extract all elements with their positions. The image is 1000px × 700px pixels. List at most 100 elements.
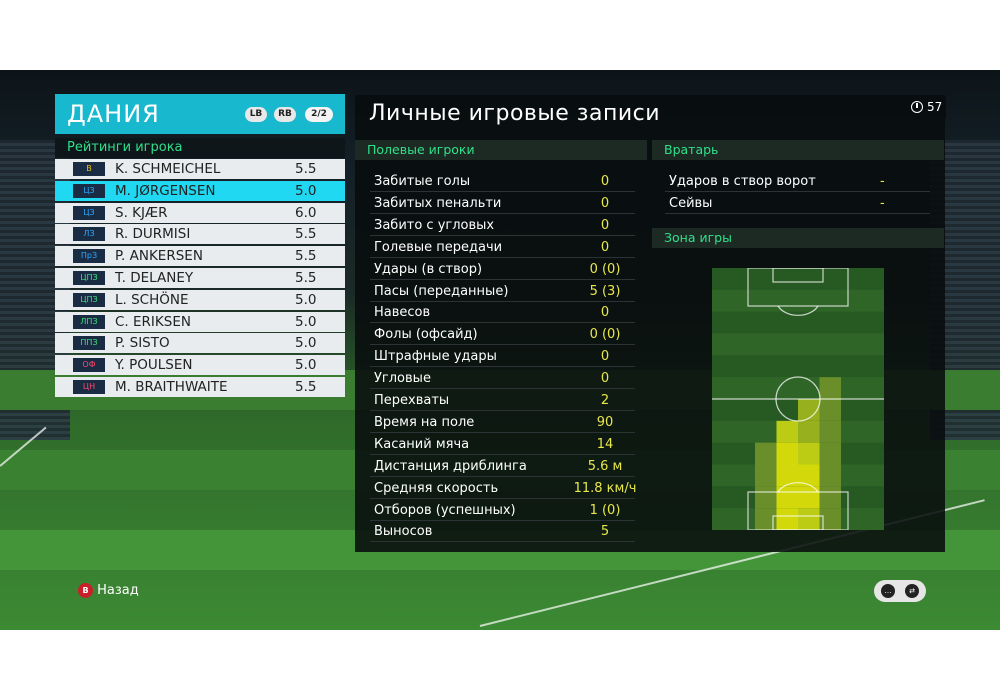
- player-rating: 5.5: [295, 269, 317, 286]
- heatmap-cell: [819, 464, 841, 487]
- position-badge: ППЗ: [73, 336, 105, 351]
- player-row[interactable]: В K. SCHMEICHEL 5.5: [55, 159, 345, 179]
- field-stripe: [712, 268, 884, 290]
- player-row[interactable]: ЦЗ M. JØRGENSEN 5.0: [55, 180, 345, 201]
- player-name: M. JØRGENSEN: [115, 182, 216, 199]
- top-penalty-box: [747, 268, 849, 307]
- stat-value: 0 (0): [589, 261, 621, 277]
- heatmap-cell: [755, 508, 777, 530]
- stat-label: Касаний мяча: [374, 436, 470, 452]
- stat-label: Забитые голы: [374, 174, 471, 189]
- stat-value: 0: [600, 371, 610, 387]
- stat-value: 5 (3): [589, 283, 621, 299]
- b-button-icon: B: [78, 583, 93, 598]
- stat-value: 1 (0): [589, 502, 621, 518]
- stat-row: Голевые передачи 0: [370, 237, 635, 258]
- field-players-header: Полевые игроки: [355, 140, 647, 160]
- player-row[interactable]: ЦПЗ L. SCHÖNE 5.0: [55, 289, 345, 310]
- page-indicator: 2/2: [305, 107, 333, 122]
- heatmap-cell: [798, 464, 820, 487]
- player-name: M. BRAITHWAITE: [115, 378, 228, 395]
- heatmap-cell: [798, 508, 820, 530]
- player-row[interactable]: ОФ Y. POULSEN 5.0: [55, 355, 345, 376]
- heatmap-cell: [819, 508, 841, 530]
- stat-value: 5: [600, 524, 610, 540]
- stat-value: 0: [600, 239, 610, 255]
- gk-stat-label: Сейвы: [669, 196, 713, 211]
- back-label: Назад: [97, 583, 139, 598]
- page-title: Личные игровые записи: [369, 101, 661, 126]
- heatmap-cell: [776, 420, 798, 443]
- field-stripe: [712, 377, 884, 399]
- bottom-goal-box: [772, 515, 824, 530]
- chat-icon[interactable]: …: [881, 584, 895, 598]
- heatmap-cell: [819, 442, 841, 465]
- heatmap-cell: [755, 464, 777, 487]
- share-icon[interactable]: ⇄: [905, 584, 919, 598]
- player-row[interactable]: ЦПЗ T. DELANEY 5.5: [55, 267, 345, 288]
- position-badge: ЦПЗ: [73, 270, 105, 285]
- player-row[interactable]: ПрЗ P. ANKERSEN 5.5: [55, 246, 345, 267]
- stat-value: 90: [596, 414, 614, 430]
- player-name: Y. POULSEN: [115, 357, 193, 374]
- player-name: P. ANKERSEN: [115, 248, 203, 265]
- play-zone-header: Зона игры: [652, 228, 944, 248]
- player-row[interactable]: ЦЗ S. KJÆR 6.0: [55, 202, 345, 223]
- player-name: P. SISTO: [115, 335, 170, 352]
- heatmap-cell: [798, 442, 820, 465]
- stat-label: Фолы (офсайд): [374, 327, 478, 343]
- heatmap-cell: [798, 399, 820, 421]
- player-rating: 5.0: [295, 182, 317, 199]
- heatmap-cell: [755, 486, 777, 509]
- lb-button[interactable]: LB: [245, 107, 267, 122]
- position-badge: ПрЗ: [73, 249, 105, 264]
- stat-label: Средняя скорость: [374, 480, 499, 496]
- player-row[interactable]: ЛЗ R. DURMISI 5.5: [55, 224, 345, 245]
- stat-label: Дистанция дриблинга: [374, 458, 527, 474]
- heatmap-cell: [819, 486, 841, 509]
- player-rating: 5.0: [295, 313, 317, 330]
- stat-row: Пасы (переданные) 5 (3): [370, 281, 635, 302]
- field-stripe: [712, 289, 884, 312]
- stat-row: Дистанция дриблинга 5.6 м: [370, 456, 635, 477]
- stat-row: Удары (в створ) 0 (0): [370, 259, 635, 280]
- stat-row: Забито с угловых 0: [370, 215, 635, 236]
- player-rating: 5.5: [295, 378, 317, 395]
- stat-value: 0: [600, 305, 610, 321]
- stat-row: Перехваты 2: [370, 390, 635, 411]
- player-row[interactable]: ЛПЗ C. ERIKSEN 5.0: [55, 311, 345, 332]
- stat-value: 0: [600, 195, 610, 211]
- position-badge: ЦПЗ: [73, 292, 105, 307]
- heatmap-cell: [819, 377, 841, 399]
- player-row[interactable]: ППЗ P. SISTO 5.0: [55, 333, 345, 354]
- heatmap-cell: [776, 464, 798, 487]
- stat-row: Угловые 0: [370, 368, 635, 390]
- top-goal-box: [772, 268, 824, 283]
- heatmap-cell: [776, 508, 798, 530]
- player-row[interactable]: ЦН M. BRAITHWAITE 5.5: [55, 376, 345, 397]
- back-control[interactable]: B Назад: [78, 583, 139, 598]
- stat-label: Голевые передачи: [374, 239, 503, 255]
- player-rating: 5.5: [295, 248, 317, 265]
- heatmap-cell: [819, 399, 841, 421]
- stat-value: 14: [596, 436, 614, 452]
- stat-label: Выносов: [374, 524, 433, 540]
- stat-label: Забитых пенальти: [374, 195, 502, 211]
- rb-button[interactable]: RB: [274, 107, 296, 122]
- social-controls[interactable]: … ⇄: [874, 580, 926, 602]
- stat-label: Время на поле: [374, 414, 475, 430]
- gk-stat-row: Ударов в створ ворот -: [665, 171, 930, 192]
- position-badge: ЦЗ: [73, 183, 105, 198]
- stat-value: 5.6 м: [587, 458, 623, 474]
- stat-label: Штрафные удары: [374, 349, 497, 365]
- stat-row: Отборов (успешных) 1 (0): [370, 500, 635, 521]
- timer-value: 57: [927, 100, 943, 114]
- player-name: S. KJÆR: [115, 204, 168, 221]
- match-timer: 57: [906, 96, 946, 118]
- stat-value: 0: [600, 349, 610, 365]
- player-name: T. DELANEY: [115, 269, 194, 286]
- player-name: K. SCHMEICHEL: [115, 161, 221, 177]
- stat-value: 0 (0): [589, 327, 621, 343]
- player-rating: 5.0: [295, 335, 317, 352]
- position-badge: ЛЗ: [73, 227, 105, 242]
